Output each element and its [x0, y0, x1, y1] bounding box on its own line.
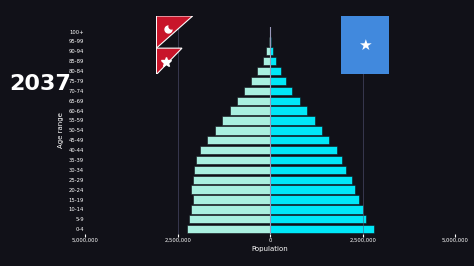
- Bar: [270, 106, 307, 115]
- Bar: [200, 146, 270, 154]
- Bar: [237, 97, 270, 105]
- Bar: [270, 77, 286, 85]
- Bar: [269, 37, 270, 46]
- Bar: [270, 146, 337, 154]
- Bar: [196, 156, 270, 164]
- Bar: [270, 37, 271, 46]
- Bar: [222, 116, 270, 125]
- Bar: [270, 205, 363, 214]
- Bar: [270, 47, 273, 56]
- Bar: [192, 176, 270, 184]
- Bar: [266, 47, 270, 56]
- Bar: [270, 87, 292, 95]
- Bar: [215, 126, 270, 135]
- Bar: [244, 87, 270, 95]
- Bar: [270, 136, 329, 144]
- Bar: [189, 215, 270, 223]
- Bar: [270, 185, 355, 194]
- Bar: [191, 205, 270, 214]
- Bar: [270, 67, 281, 75]
- Bar: [191, 185, 270, 194]
- Bar: [270, 57, 276, 65]
- Bar: [251, 77, 270, 85]
- Bar: [270, 116, 315, 125]
- Bar: [270, 225, 374, 233]
- Bar: [270, 156, 342, 164]
- Text: 2037: 2037: [9, 74, 72, 94]
- Bar: [263, 57, 270, 65]
- Bar: [270, 126, 322, 135]
- Bar: [192, 195, 270, 204]
- Bar: [270, 195, 359, 204]
- Bar: [257, 67, 270, 75]
- Polygon shape: [156, 16, 192, 48]
- Bar: [270, 215, 366, 223]
- Polygon shape: [156, 48, 182, 74]
- Bar: [229, 106, 270, 115]
- Y-axis label: Age range: Age range: [58, 113, 64, 148]
- Bar: [270, 97, 300, 105]
- Bar: [207, 136, 270, 144]
- Bar: [270, 166, 346, 174]
- Bar: [187, 225, 270, 233]
- Text: ★: ★: [358, 38, 372, 53]
- Bar: [270, 176, 352, 184]
- Bar: [194, 166, 270, 174]
- X-axis label: Population: Population: [252, 246, 289, 252]
